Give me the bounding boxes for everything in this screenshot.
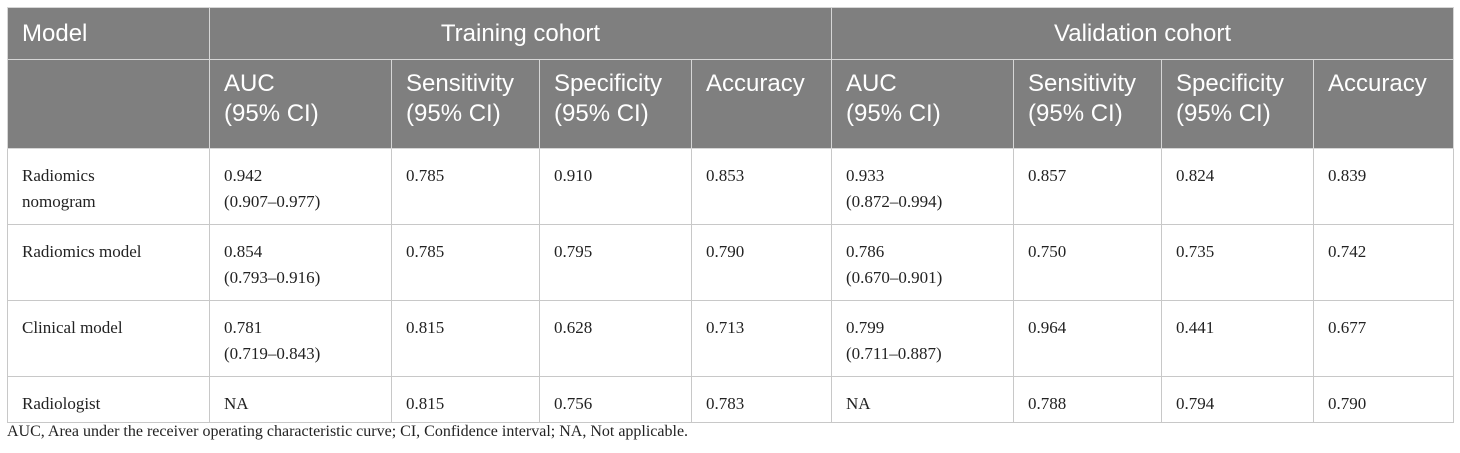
table-header: Model Training cohort Validation cohort … <box>7 7 1454 149</box>
header-val-specificity: Specificity (95% CI) <box>1161 59 1314 149</box>
header-line: (95% CI) <box>1176 100 1271 127</box>
cell-val-auc: 0.799 (0.711–0.887) <box>831 300 1014 377</box>
model-line: nomogram <box>22 192 96 211</box>
cell-train-accuracy: 0.713 <box>691 300 832 377</box>
cell-train-auc: NA <box>209 376 392 423</box>
cell-val-specificity: 0.794 <box>1161 376 1314 423</box>
cell-val-specificity: 0.824 <box>1161 148 1314 225</box>
cell-train-sensitivity: 0.815 <box>391 300 540 377</box>
cell-model: Radiomics nomogram <box>7 148 210 225</box>
cell-val-specificity: 0.735 <box>1161 224 1314 301</box>
cell-val-accuracy: 0.839 <box>1313 148 1454 225</box>
cell-val-sensitivity: 0.964 <box>1013 300 1162 377</box>
auc-ci: (0.907–0.977) <box>224 192 321 211</box>
cell-model: Radiologist <box>7 376 210 423</box>
header-val-sensitivity: Sensitivity (95% CI) <box>1013 59 1162 149</box>
cell-train-sensitivity: 0.815 <box>391 376 540 423</box>
header-validation-cohort: Validation cohort <box>831 7 1454 60</box>
cell-train-specificity: 0.910 <box>539 148 692 225</box>
header-line: Sensitivity <box>1028 70 1137 97</box>
table-row: Radiomics model 0.854 (0.793–0.916) 0.78… <box>7 224 1454 301</box>
cell-train-accuracy: 0.783 <box>691 376 832 423</box>
cell-val-sensitivity: 0.857 <box>1013 148 1162 225</box>
cell-train-specificity: 0.628 <box>539 300 692 377</box>
header-train-specificity: Specificity (95% CI) <box>539 59 692 149</box>
header-model-blank <box>7 59 210 149</box>
auc-ci: (0.872–0.994) <box>846 192 943 211</box>
cell-val-auc: 0.786 (0.670–0.901) <box>831 224 1014 301</box>
cell-train-accuracy: 0.853 <box>691 148 832 225</box>
auc-value: 0.933 <box>846 166 885 185</box>
cell-val-accuracy: 0.790 <box>1313 376 1454 423</box>
auc-ci: (0.670–0.901) <box>846 268 943 287</box>
cell-model: Radiomics model <box>7 224 210 301</box>
auc-value: 0.799 <box>846 318 885 337</box>
cell-val-sensitivity: 0.788 <box>1013 376 1162 423</box>
auc-value: NA <box>846 394 871 413</box>
header-train-auc: AUC (95% CI) <box>209 59 392 149</box>
auc-ci: (0.719–0.843) <box>224 344 321 363</box>
model-line: Radiomics model <box>22 242 142 261</box>
header-line: Specificity <box>1176 70 1285 97</box>
table-row: Radiomics nomogram 0.942 (0.907–0.977) 0… <box>7 148 1454 225</box>
table-row: Radiologist NA 0.815 0.756 0.783 NA 0.78… <box>7 376 1454 423</box>
header-train-sensitivity: Sensitivity (95% CI) <box>391 59 540 149</box>
cell-train-auc: 0.854 (0.793–0.916) <box>209 224 392 301</box>
auc-value: 0.854 <box>224 242 263 261</box>
auc-value: 0.781 <box>224 318 263 337</box>
auc-ci: (0.711–0.887) <box>846 344 942 363</box>
model-line: Clinical model <box>22 318 123 337</box>
header-line: Accuracy <box>1328 70 1427 97</box>
header-val-accuracy: Accuracy <box>1313 59 1454 149</box>
header-training-cohort: Training cohort <box>209 7 832 60</box>
header-line: (95% CI) <box>224 100 319 127</box>
cell-train-specificity: 0.795 <box>539 224 692 301</box>
cell-val-specificity: 0.441 <box>1161 300 1314 377</box>
cell-val-auc: 0.933 (0.872–0.994) <box>831 148 1014 225</box>
header-train-accuracy: Accuracy <box>691 59 832 149</box>
cell-val-sensitivity: 0.750 <box>1013 224 1162 301</box>
header-model: Model <box>7 7 210 60</box>
model-line: Radiologist <box>22 394 101 413</box>
header-row-metrics: AUC (95% CI) Sensitivity (95% CI) Specif… <box>7 59 1454 149</box>
model-line: Radiomics <box>22 166 95 185</box>
header-line: (95% CI) <box>1028 100 1123 127</box>
table-body: Radiomics nomogram 0.942 (0.907–0.977) 0… <box>7 148 1454 423</box>
cell-train-auc: 0.781 (0.719–0.843) <box>209 300 392 377</box>
header-row-groups: Model Training cohort Validation cohort <box>7 7 1454 60</box>
header-line: (95% CI) <box>406 100 501 127</box>
model-performance-table: Model Training cohort Validation cohort … <box>7 7 1454 423</box>
cell-train-auc: 0.942 (0.907–0.977) <box>209 148 392 225</box>
header-line: Specificity <box>554 70 663 97</box>
cell-val-auc: NA <box>831 376 1014 423</box>
table-footnote: AUC, Area under the receiver operating c… <box>7 423 689 440</box>
cell-train-specificity: 0.756 <box>539 376 692 423</box>
header-line: (95% CI) <box>846 100 941 127</box>
auc-value: 0.942 <box>224 166 263 185</box>
header-line: Accuracy <box>706 70 805 97</box>
auc-ci: (0.793–0.916) <box>224 268 321 287</box>
auc-value: 0.786 <box>846 242 885 261</box>
cell-train-sensitivity: 0.785 <box>391 148 540 225</box>
header-line: (95% CI) <box>554 100 649 127</box>
table-row: Clinical model 0.781 (0.719–0.843) 0.815… <box>7 300 1454 377</box>
cell-train-accuracy: 0.790 <box>691 224 832 301</box>
cell-train-sensitivity: 0.785 <box>391 224 540 301</box>
cell-val-accuracy: 0.677 <box>1313 300 1454 377</box>
cell-val-accuracy: 0.742 <box>1313 224 1454 301</box>
header-line: AUC <box>224 70 275 97</box>
header-val-auc: AUC (95% CI) <box>831 59 1014 149</box>
cell-model: Clinical model <box>7 300 210 377</box>
header-line: Sensitivity <box>406 70 515 97</box>
auc-value: NA <box>224 394 249 413</box>
header-line: AUC <box>846 70 897 97</box>
